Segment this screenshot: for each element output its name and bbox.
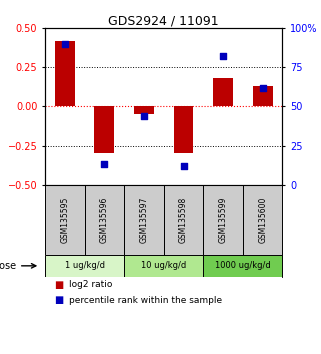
Text: log2 ratio: log2 ratio: [69, 280, 112, 289]
Title: GDS2924 / 11091: GDS2924 / 11091: [108, 14, 219, 27]
Text: GSM135597: GSM135597: [139, 196, 148, 243]
Bar: [45, 184, 84, 255]
Bar: [45, 255, 124, 277]
Text: ■: ■: [55, 295, 64, 305]
Text: GSM135595: GSM135595: [60, 196, 69, 243]
Text: GSM135600: GSM135600: [258, 196, 267, 243]
Text: percentile rank within the sample: percentile rank within the sample: [69, 296, 222, 305]
Bar: [243, 184, 282, 255]
Bar: [124, 184, 164, 255]
Text: 10 ug/kg/d: 10 ug/kg/d: [141, 261, 186, 270]
Bar: [124, 255, 203, 277]
Point: [102, 161, 107, 167]
Text: dose: dose: [0, 261, 16, 271]
Point: [141, 113, 146, 119]
Bar: [174, 107, 193, 153]
Bar: [203, 255, 282, 277]
Bar: [94, 107, 114, 153]
Bar: [84, 184, 124, 255]
Bar: [253, 86, 273, 107]
Text: ■: ■: [55, 280, 64, 290]
Point: [181, 163, 186, 169]
Text: 1000 ug/kg/d: 1000 ug/kg/d: [215, 261, 271, 270]
Text: GSM135596: GSM135596: [100, 196, 109, 243]
Bar: [213, 78, 233, 107]
Text: 1 ug/kg/d: 1 ug/kg/d: [65, 261, 105, 270]
Point: [62, 41, 67, 47]
Bar: [134, 107, 154, 114]
Point: [260, 85, 265, 91]
Bar: [55, 41, 75, 107]
Bar: [203, 184, 243, 255]
Bar: [164, 184, 203, 255]
Text: GSM135599: GSM135599: [219, 196, 228, 243]
Text: GSM135598: GSM135598: [179, 196, 188, 243]
Point: [221, 53, 226, 59]
